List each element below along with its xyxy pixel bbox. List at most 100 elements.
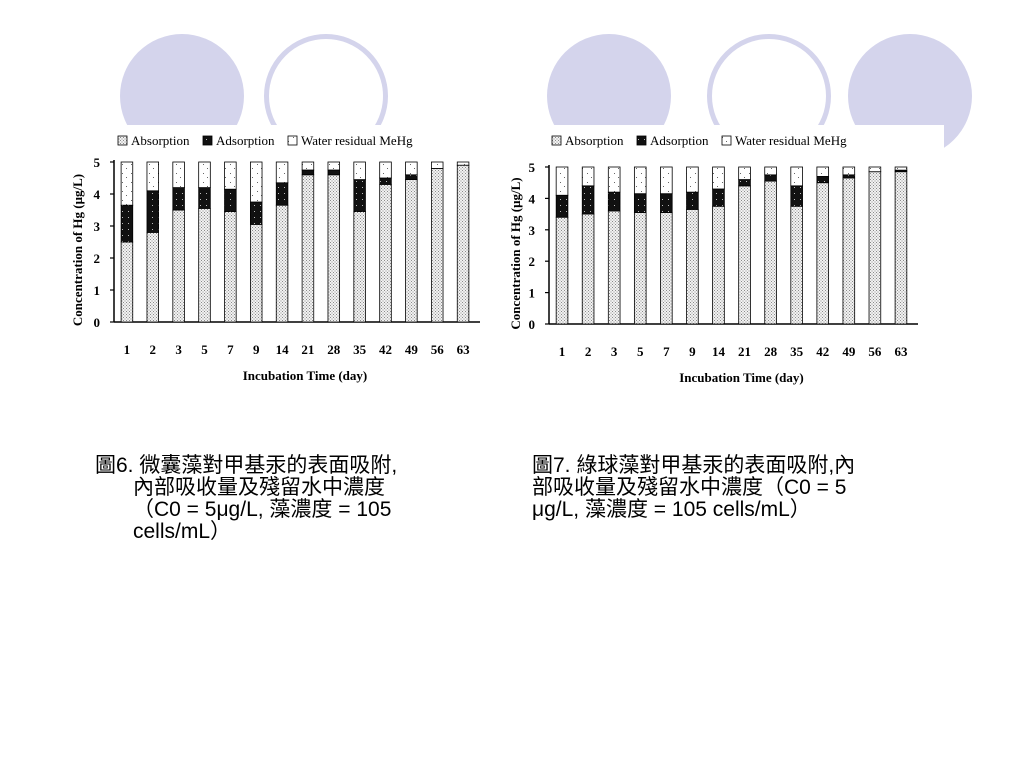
bar-segment-water-residual-mehg [894, 166, 908, 171]
bar-segment-absorption [224, 211, 237, 323]
bar-segment-water-residual-mehg [456, 161, 470, 166]
bar-segment-water-residual-mehg [790, 166, 803, 187]
bar-segment-water-residual-mehg [633, 166, 647, 195]
bar-segment-water-residual-mehg [275, 161, 289, 184]
legend-swatch [287, 135, 298, 146]
chart-microcystis: Absorption Adsorption Water residual MeHg 0… [66, 125, 496, 395]
y-tick-label: 5 [94, 155, 101, 170]
bar-segment-absorption [146, 232, 160, 323]
bar-segment-water-residual-mehg [353, 161, 366, 181]
bar-segment-water-residual-mehg [581, 166, 595, 187]
caption-line: 圖6. 微囊藻對甲基汞的表面吸附, [95, 454, 398, 477]
x-tick-label: 28 [327, 342, 341, 357]
x-tick-label: 2 [150, 342, 157, 357]
legend-label: Water residual MeHg [301, 133, 413, 148]
bar-segment-adsorption [301, 169, 315, 176]
bar-segment-water-residual-mehg [430, 161, 444, 169]
bar-segment-absorption [868, 171, 882, 325]
bar-segment-adsorption [249, 201, 263, 225]
bar-segment-adsorption [686, 191, 699, 210]
bar-segment-water-residual-mehg [120, 161, 134, 206]
x-axis-label: Incubation Time (day) [679, 370, 804, 385]
bar-segment-adsorption [633, 193, 647, 213]
x-tick-label: 1 [559, 344, 566, 359]
y-tick-label: 0 [529, 317, 536, 332]
y-axis-label: Concentration of Hg (μg/L) [70, 174, 85, 326]
bar-segment-absorption [764, 180, 777, 325]
bar-segment-water-residual-mehg [868, 166, 882, 173]
x-tick-label: 42 [816, 344, 829, 359]
x-tick-label: 7 [227, 342, 234, 357]
y-tick-label: 2 [94, 251, 101, 266]
x-tick-label: 3 [175, 342, 182, 357]
legend-swatch [636, 135, 647, 146]
x-tick-label: 21 [301, 342, 314, 357]
x-tick-label: 9 [253, 342, 260, 357]
bar-segment-absorption [379, 184, 392, 323]
x-tick-label: 21 [738, 344, 751, 359]
bar-segment-water-residual-mehg [842, 166, 856, 176]
bar-segment-absorption [172, 209, 185, 323]
bar-segment-water-residual-mehg [198, 161, 211, 189]
bar-segment-adsorption [555, 194, 569, 218]
bar-segment-adsorption [738, 179, 751, 187]
legend-label: Adsorption [216, 133, 275, 148]
caption-figure-7: 圖7. 綠球藻對甲基汞的表面吸附,內 部吸收量及殘留水中濃度（C0 = 5 μg… [532, 455, 932, 521]
caption-line: cells/mL） [133, 520, 232, 543]
bar-segment-water-residual-mehg [738, 166, 751, 180]
bar-segment-absorption [456, 164, 470, 323]
bar-segment-adsorption [405, 174, 418, 180]
legend-label: Absorption [565, 133, 624, 148]
x-tick-label: 28 [764, 344, 778, 359]
y-tick-label: 1 [529, 286, 536, 301]
bar-segment-absorption [275, 204, 289, 323]
bar-segment-water-residual-mehg [555, 166, 569, 196]
x-tick-label: 56 [868, 344, 882, 359]
x-tick-label: 14 [276, 342, 290, 357]
bar-segment-absorption [738, 185, 751, 325]
bar-segment-absorption [405, 179, 418, 323]
y-tick-label: 1 [94, 283, 101, 298]
bar-segment-adsorption [712, 188, 725, 207]
bar-segment-adsorption [120, 204, 134, 243]
bar-segment-water-residual-mehg [327, 161, 341, 171]
chart-chlorococcum: Absorption Adsorption Water residual MeHg 0… [504, 125, 944, 395]
bar-segment-absorption [894, 171, 908, 325]
legend-swatch [721, 135, 732, 146]
x-tick-label: 49 [405, 342, 419, 357]
bar-segment-adsorption [172, 187, 185, 211]
bar-segment-adsorption [581, 185, 595, 215]
y-tick-label: 3 [94, 219, 101, 234]
caption-line: μg/L, 藻濃度 = 105 cells/mL） [532, 498, 811, 521]
caption-figure-6: 圖6. 微囊藻對甲基汞的表面吸附, 內部吸收量及殘留水中濃度 （C0 = 5μg… [95, 455, 495, 543]
bar-segment-water-residual-mehg [660, 166, 673, 195]
legend-label: Absorption [131, 133, 190, 148]
y-tick-label: 4 [94, 187, 101, 202]
bar-segment-absorption [633, 212, 647, 325]
bar-segment-absorption [712, 205, 725, 325]
legend-label: Adsorption [650, 133, 709, 148]
legend: Absorption Adsorption Water residual MeHg [117, 133, 413, 148]
bar-segment-water-residual-mehg [249, 161, 263, 203]
x-tick-label: 42 [379, 342, 392, 357]
x-tick-label: 35 [790, 344, 804, 359]
legend-swatch [117, 135, 128, 146]
x-axis-label: Incubation Time (day) [243, 368, 368, 383]
x-tick-label: 3 [611, 344, 618, 359]
chart-microcystis-svg: Absorption Adsorption Water residual MeHg 0… [70, 133, 480, 383]
bar-segment-absorption [430, 168, 444, 323]
x-tick-label: 5 [201, 342, 208, 357]
bar-segment-adsorption [607, 191, 621, 212]
y-tick-label: 2 [529, 254, 536, 269]
bar-segment-adsorption [224, 188, 237, 212]
bar-segment-adsorption [816, 176, 830, 184]
x-tick-label: 7 [663, 344, 670, 359]
bar-segment-absorption [249, 224, 263, 323]
bar-segment-water-residual-mehg [607, 166, 621, 193]
caption-line: （C0 = 5μg/L, 藻濃度 = 105 [133, 498, 392, 521]
bar-segment-water-residual-mehg [146, 161, 160, 192]
bar-segment-absorption [686, 208, 699, 325]
bar-segment-water-residual-mehg [224, 161, 237, 190]
x-tick-label: 2 [585, 344, 592, 359]
bar-segment-adsorption [379, 177, 392, 185]
